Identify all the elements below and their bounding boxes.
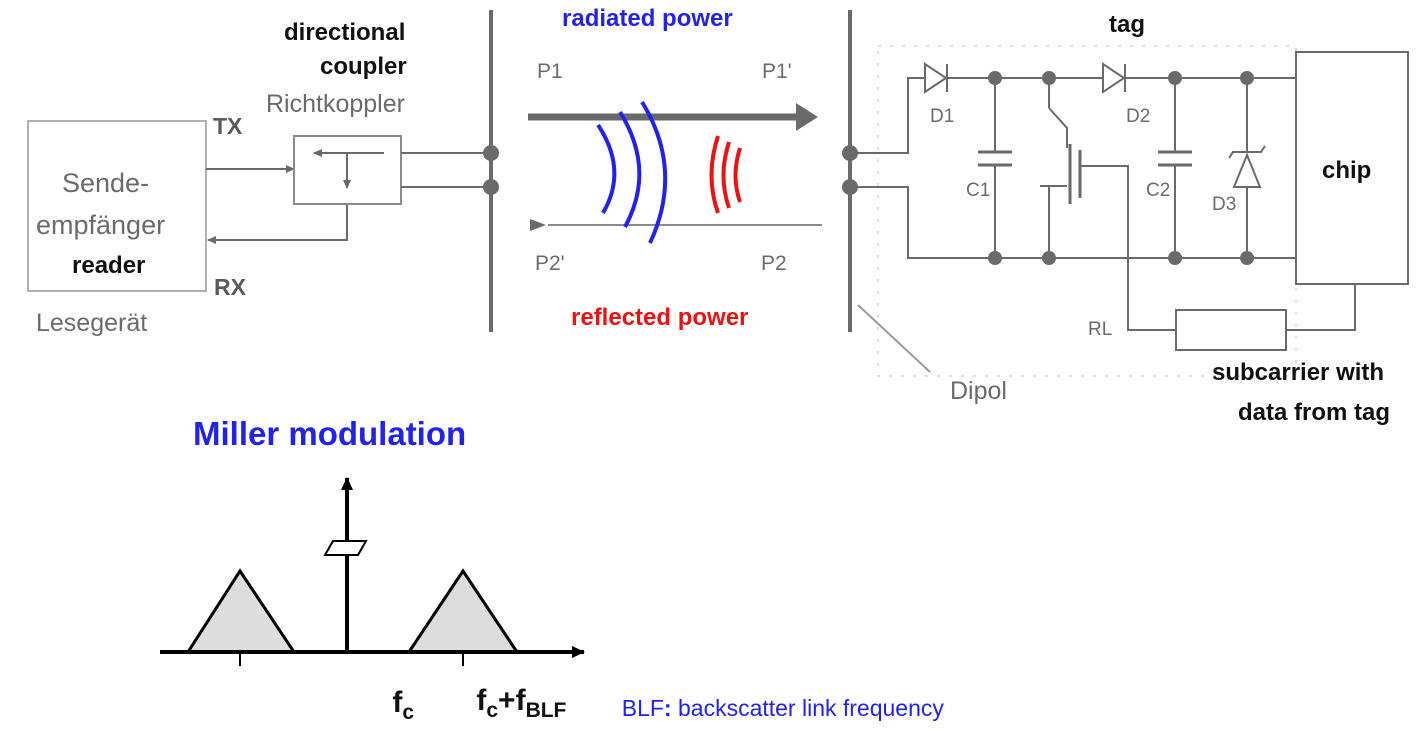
reader-label-sende: Sende- (62, 168, 149, 198)
coupler-en-line1: directional (284, 19, 405, 46)
reader-antenna-node-bottom (483, 179, 499, 195)
c1-label: C1 (966, 180, 990, 201)
tx-label: TX (213, 113, 243, 139)
dipol-pointer (857, 304, 931, 373)
reflected-arrow-head (530, 219, 546, 231)
reflected-wave-2 (721, 141, 731, 209)
node-top-c2 (1168, 71, 1182, 85)
node-bot-c1 (988, 251, 1002, 265)
d3-bar (1228, 145, 1266, 159)
carrier-break (323, 540, 368, 556)
reader-caption: Lesegerät (36, 309, 147, 337)
fc-fblf-c: c (486, 699, 498, 722)
fc-fblf-plus: +f (498, 684, 527, 717)
node-top-d3 (1240, 71, 1254, 85)
radiated-wave-1 (596, 123, 617, 215)
rx-label: RX (214, 274, 247, 300)
reflected-wave-1 (709, 135, 720, 214)
dipol-label: Dipol (950, 377, 1007, 405)
fc-label-f: f (392, 686, 403, 719)
subcarrier-line1: subcarrier with (1212, 359, 1384, 386)
radiated-arrow-head (796, 103, 818, 131)
subcarrier-line2: data from tag (1238, 399, 1390, 426)
p2-prime-label: P2' (535, 252, 565, 275)
node-top-c1 (988, 71, 1002, 85)
fet-gate-lead (1080, 165, 1176, 331)
reader-label-en: reader (72, 252, 145, 279)
blf-note-colon: : (664, 695, 672, 721)
radiated-wave-3 (640, 100, 668, 244)
rl-resistor (1175, 309, 1287, 351)
fet-drain (1048, 107, 1068, 148)
node-bot-fet (1042, 251, 1056, 265)
rl-label: RL (1088, 319, 1112, 340)
fc-fblf-label: fc+fBLF (418, 684, 608, 724)
top-rail (850, 77, 1296, 154)
coupler-de: Richtkoppler (266, 90, 405, 118)
d2-label: D2 (1126, 106, 1150, 127)
spectrum-section: Miller modulation fc fc+fBLF BLF: backsc… (160, 415, 976, 726)
blf-note-abbr: BLF (622, 695, 664, 721)
radiated-power-label: radiated power (562, 5, 733, 32)
chip-label: chip (1322, 157, 1371, 184)
reader-label-empfaenger: empfänger (36, 210, 165, 240)
tag-title: tag (1109, 11, 1145, 38)
d3-symbol (1232, 152, 1262, 188)
p1-label: P1 (537, 60, 563, 83)
d3-label: D3 (1212, 194, 1236, 215)
reflected-wave-3 (733, 147, 742, 203)
p1-prime-label: P1' (762, 60, 792, 83)
rl-to-chip (1286, 284, 1356, 331)
channel-section: radiated power P1 P1' P2' P2 reflected p… (528, 5, 822, 331)
fc-fblf-sub: BLF (526, 699, 567, 722)
blf-note-text: backscatter link frequency (672, 695, 945, 721)
node-bot-d3 (1240, 251, 1254, 265)
coupler-section: directional coupler Richtkoppler (266, 10, 499, 332)
reader-section: Sende- empfänger reader Lesegerät TX RX (27, 113, 348, 337)
reader-antenna-node-top (483, 145, 499, 161)
d1-symbol (924, 62, 948, 94)
spectrum-title: Miller modulation (193, 415, 466, 452)
fc-fblf-f: f (476, 684, 487, 717)
fet-source (1048, 185, 1067, 258)
c2-label: C2 (1146, 180, 1170, 201)
reader-box (27, 120, 207, 292)
radiated-wave-2 (618, 110, 642, 228)
reflected-power-label: reflected power (571, 304, 748, 331)
d1-label: D1 (930, 106, 954, 127)
node-bot-c2 (1168, 251, 1182, 265)
coupler-en-line2: coupler (320, 53, 407, 80)
sideband-left (185, 568, 297, 654)
fc-label-sub: c (402, 701, 414, 724)
node-top-fet (1042, 71, 1056, 85)
chip-box (1295, 51, 1409, 285)
sideband-right (406, 568, 520, 654)
bottom-rail (850, 186, 1296, 259)
p2-label: P2 (761, 252, 787, 275)
blf-note: BLF: backscatter link frequency (577, 695, 976, 721)
d2-symbol (1102, 62, 1126, 94)
fc-label: fc (334, 686, 456, 726)
tag-section: tag Dipol D1 C1 D2 (842, 10, 1409, 426)
rx-line (207, 204, 348, 244)
